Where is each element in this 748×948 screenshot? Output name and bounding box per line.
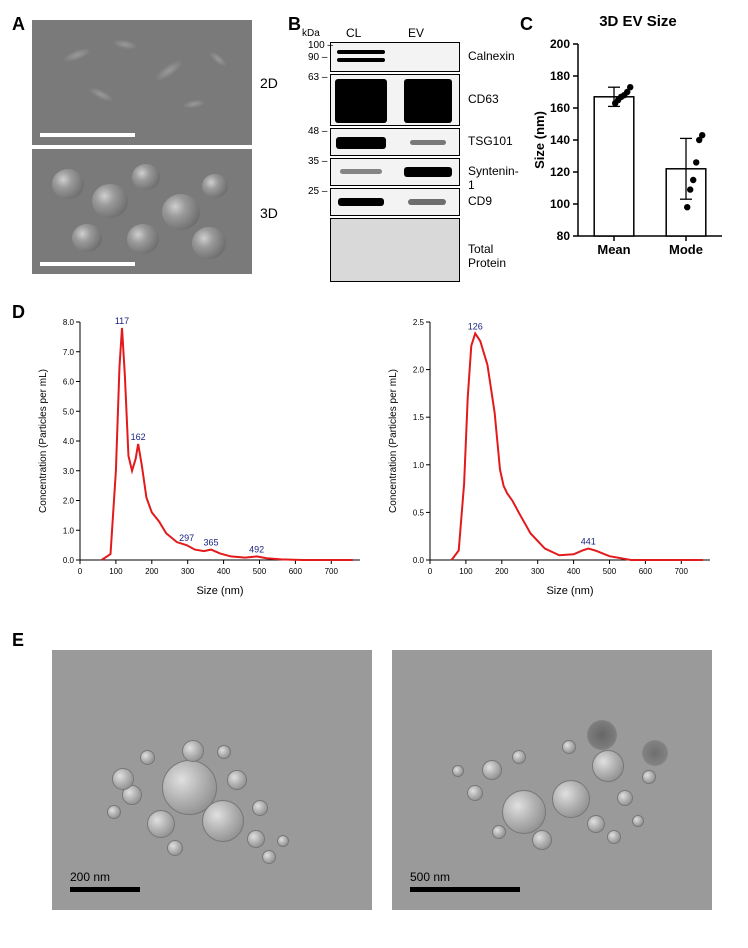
tem-left: 200 nm — [52, 650, 372, 910]
svg-text:0: 0 — [78, 567, 83, 576]
svg-text:1.0: 1.0 — [63, 526, 75, 535]
panel-d: 0 100 200 300 400 500 600 700 0.0 1.0 2.0 3.0 4.0 5.0… — [32, 310, 712, 610]
blot-row — [330, 74, 460, 126]
svg-text:0: 0 — [428, 567, 433, 576]
nta-plot-left: 0 100 200 300 400 500 600 700 0.0 1.0 2.0 3.0 4.0 5.0… — [32, 310, 372, 600]
panel-d-label: D — [12, 302, 25, 323]
svg-text:120: 120 — [550, 165, 570, 179]
svg-text:8.0: 8.0 — [63, 318, 75, 327]
blot-stack — [330, 42, 460, 284]
svg-text:0.0: 0.0 — [63, 556, 75, 565]
svg-text:600: 600 — [639, 567, 653, 576]
bar-chart-3d-ev-size: 3D EV Size 80 100 120 140 160 180 200 Size (nm) M… — [530, 10, 730, 270]
svg-text:126: 126 — [468, 321, 483, 331]
blot-row — [330, 42, 460, 72]
blot-row — [330, 128, 460, 156]
svg-text:2.0: 2.0 — [413, 366, 425, 375]
panel-a: 2D 3D — [32, 20, 252, 278]
svg-text:400: 400 — [567, 567, 581, 576]
blot-protein-name: Syntenin-1 — [468, 164, 519, 192]
svg-text:200: 200 — [145, 567, 159, 576]
kda-unit: kDa — [302, 28, 320, 39]
tem-left-scalebar — [70, 887, 140, 892]
panel-a-label: A — [12, 14, 25, 35]
panel-e: 200 nm 500 nm — [32, 640, 712, 920]
svg-text:492: 492 — [249, 544, 264, 554]
blot-col-cl: CL — [346, 26, 361, 40]
blot-protein-name: CD63 — [468, 92, 499, 106]
label-2d: 2D — [260, 75, 278, 91]
svg-text:2.5: 2.5 — [413, 318, 425, 327]
svg-text:Size (nm): Size (nm) — [546, 585, 593, 597]
svg-text:2.0: 2.0 — [63, 497, 75, 506]
svg-text:200: 200 — [550, 37, 570, 51]
svg-text:0.5: 0.5 — [413, 508, 425, 517]
svg-text:162: 162 — [131, 432, 146, 442]
svg-text:5.0: 5.0 — [63, 407, 75, 416]
scalebar-3d — [40, 262, 135, 266]
svg-text:500: 500 — [253, 567, 267, 576]
svg-text:200: 200 — [495, 567, 509, 576]
panel-b-label: B — [288, 14, 301, 35]
micrograph-2d — [32, 20, 252, 145]
svg-text:Size (nm): Size (nm) — [532, 111, 547, 169]
nta-plot-right: 0 100 200 300 400 500 600 700 0.0 0.5 1.0 1.5 2.0 2.5… — [382, 310, 722, 600]
blot-protein-name: Total Protein — [468, 242, 506, 270]
svg-text:Size (nm): Size (nm) — [196, 585, 243, 597]
blot-row — [330, 158, 460, 186]
svg-text:700: 700 — [675, 567, 689, 576]
svg-text:Concentration (Particles per m: Concentration (Particles per mL) — [388, 369, 399, 513]
svg-text:100: 100 — [459, 567, 473, 576]
blot-protein-name: TSG101 — [468, 134, 513, 148]
tem-right-scalebar-label: 500 nm — [410, 870, 450, 884]
micrograph-3d — [32, 149, 252, 274]
kda-marker: 100 – — [308, 40, 333, 51]
svg-text:Concentration (Particles per m: Concentration (Particles per mL) — [38, 369, 49, 513]
label-3d: 3D — [260, 205, 278, 221]
tem-left-scalebar-label: 200 nm — [70, 870, 110, 884]
svg-text:100: 100 — [550, 197, 570, 211]
svg-text:1.0: 1.0 — [413, 461, 425, 470]
svg-text:160: 160 — [550, 101, 570, 115]
svg-text:3.0: 3.0 — [63, 467, 75, 476]
tem-right: 500 nm — [392, 650, 712, 910]
kda-marker: 63 – — [308, 72, 327, 83]
panel-c: 3D EV Size 80 100 120 140 160 180 200 Size (nm) M… — [530, 10, 720, 270]
svg-text:80: 80 — [557, 229, 571, 243]
svg-text:0.0: 0.0 — [413, 556, 425, 565]
svg-text:500: 500 — [603, 567, 617, 576]
kda-marker: 90 – — [308, 52, 327, 63]
svg-text:6.0: 6.0 — [63, 378, 75, 387]
svg-text:400: 400 — [217, 567, 231, 576]
svg-text:600: 600 — [289, 567, 303, 576]
blot-row — [330, 188, 460, 216]
svg-text:Mode: Mode — [669, 242, 703, 257]
tem-right-scalebar — [410, 887, 520, 892]
kda-marker: 35 – — [308, 156, 327, 167]
svg-text:441: 441 — [581, 537, 596, 547]
blot-protein-name: CD9 — [468, 194, 492, 208]
svg-text:140: 140 — [550, 133, 570, 147]
svg-text:7.0: 7.0 — [63, 348, 75, 357]
scalebar-2d — [40, 133, 135, 137]
svg-text:Mean: Mean — [597, 242, 630, 257]
svg-text:700: 700 — [325, 567, 339, 576]
kda-marker: 25 – — [308, 186, 327, 197]
svg-text:300: 300 — [181, 567, 195, 576]
blot-col-ev: EV — [408, 26, 424, 40]
svg-text:365: 365 — [204, 538, 219, 548]
panel-e-label: E — [12, 630, 24, 651]
blot-protein-name: Calnexin — [468, 49, 515, 63]
svg-text:3D EV Size: 3D EV Size — [599, 13, 677, 30]
svg-text:100: 100 — [109, 567, 123, 576]
blot-row — [330, 218, 460, 282]
svg-text:4.0: 4.0 — [63, 437, 75, 446]
svg-text:1.5: 1.5 — [413, 413, 425, 422]
svg-text:300: 300 — [531, 567, 545, 576]
svg-text:297: 297 — [179, 533, 194, 543]
svg-text:117: 117 — [115, 316, 129, 326]
kda-marker: 48 – — [308, 126, 327, 137]
svg-text:180: 180 — [550, 69, 570, 83]
